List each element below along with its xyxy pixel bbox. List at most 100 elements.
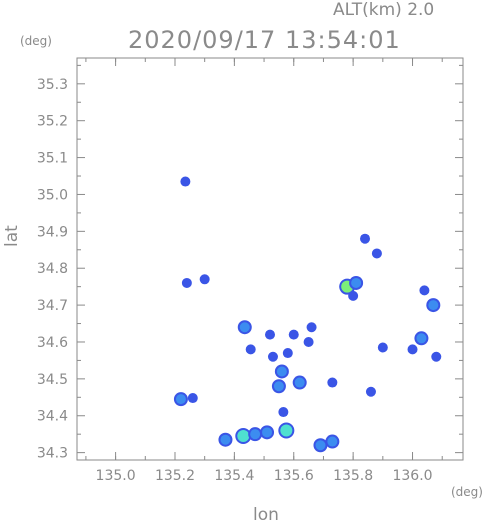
echo-cell-core [327, 436, 338, 447]
echo-cell-outer [187, 393, 198, 404]
echo-cell [218, 432, 233, 447]
echo-cell-outer [199, 274, 210, 285]
echo-cell-core [262, 427, 273, 438]
echo-cell-core [294, 377, 305, 388]
y-tick-label: 35.1 [37, 151, 68, 167]
y-tick: 34.3 [37, 446, 463, 462]
echo-cell-core [351, 277, 362, 288]
echo-cell-outer [245, 344, 256, 355]
echo-cell-core [175, 394, 186, 405]
echo-cell [278, 407, 289, 418]
y-tick: 34.6 [37, 335, 463, 351]
echo-cell [278, 422, 295, 439]
echo-cell-core [250, 429, 261, 440]
x-tick: 135.6 [274, 58, 314, 484]
echo-cell-outer [303, 336, 314, 347]
echo-cell [407, 344, 418, 355]
echo-cell [414, 331, 429, 346]
echo-cell-outer [419, 285, 430, 296]
echo-cell [181, 277, 192, 288]
y-tick-label: 34.7 [37, 298, 68, 314]
x-tick: 135.0 [96, 58, 136, 484]
echo-cell-outer [348, 290, 359, 301]
echo-cell [360, 233, 371, 244]
chart-title: 2020/09/17 13:54:01 [128, 26, 401, 54]
echo-cell [274, 364, 289, 379]
echo-cell [260, 425, 275, 440]
echo-cell [282, 348, 293, 359]
y-tick-label: 34.6 [37, 335, 68, 351]
echo-cell-core [273, 381, 284, 392]
x-axis-label: lon [253, 505, 279, 525]
echo-cell [365, 386, 376, 397]
echo-cell-outer [181, 277, 192, 288]
y-tick: 35.1 [37, 151, 463, 167]
x-tick-label: 136.0 [392, 468, 432, 484]
echo-cell [265, 329, 275, 340]
echo-cell [187, 393, 198, 404]
echo-cell [245, 344, 256, 355]
echo-cell-core [416, 333, 427, 344]
y-tick: 34.9 [37, 224, 463, 240]
x-tick-label: 135.4 [214, 468, 254, 484]
echo-cell-outer [407, 344, 418, 355]
echo-cell [377, 342, 388, 353]
echo-cell-outer [265, 329, 275, 340]
echo-cell [237, 320, 252, 335]
echo-cell-peak [239, 432, 247, 440]
echo-cell [426, 298, 441, 313]
y-tick: 34.4 [37, 409, 463, 425]
echo-cell-core [276, 366, 287, 377]
y-tick-label: 34.5 [37, 372, 68, 388]
echo-cell [419, 285, 430, 296]
echo-cell-outer [278, 407, 289, 418]
echo-cell [267, 351, 278, 362]
x-tick-label: 135.0 [96, 468, 136, 484]
echo-cell-peak [282, 426, 290, 434]
echo-cell [303, 336, 314, 347]
echo-cell-outer [288, 329, 299, 340]
echo-cell-outer [377, 342, 388, 353]
y-axis-unit: (deg) [20, 34, 52, 48]
y-tick: 35.0 [37, 187, 463, 203]
echo-cell [248, 427, 263, 442]
y-tick-label: 35.0 [37, 187, 68, 203]
y-tick-label: 34.4 [37, 409, 68, 425]
echo-cell-outer [180, 176, 191, 187]
x-tick: 135.4 [214, 58, 254, 484]
y-tick: 34.8 [37, 261, 463, 277]
echo-cell [173, 392, 188, 407]
y-tick: 35.2 [37, 114, 463, 130]
x-tick-label: 135.6 [274, 468, 314, 484]
echo-cell [235, 428, 252, 445]
echo-cell [349, 275, 364, 290]
echo-cell [306, 322, 317, 333]
y-tick-label: 34.3 [37, 446, 68, 462]
echo-cell [348, 290, 359, 301]
y-tick-label: 35.2 [37, 114, 68, 130]
echo-cell-outer [365, 386, 376, 397]
echo-cell [199, 274, 210, 285]
x-tick: 136.0 [392, 58, 433, 484]
echo-cells [173, 176, 442, 453]
echo-cell [292, 375, 307, 390]
echo-cell [325, 434, 340, 449]
y-tick: 35.3 [37, 77, 463, 93]
echo-cell [431, 351, 442, 362]
x-axis-ticks: 135.0 135.2 135.4 135.6 135.8 136.0 [85, 58, 443, 484]
echo-cell-outer [371, 248, 382, 259]
echo-cell-core [220, 434, 231, 445]
echo-cell [288, 329, 299, 340]
echo-cell-outer [327, 377, 338, 388]
x-axis-unit: (deg) [451, 485, 483, 499]
y-axis-ticks: 34.3 34.4 34.5 34.6 34.7 34.8 34.9 35.0 35.1 35.2… [37, 64, 463, 462]
plot-frame [76, 57, 464, 461]
echo-cell-core [239, 322, 250, 333]
x-tick: 135.2 [155, 58, 195, 484]
altitude-label: ALT(km) 2.0 [333, 0, 435, 20]
y-tick-label: 34.9 [37, 224, 68, 240]
echo-cell [371, 248, 382, 259]
echo-cell-core [315, 440, 326, 451]
echo-cell [327, 377, 338, 388]
